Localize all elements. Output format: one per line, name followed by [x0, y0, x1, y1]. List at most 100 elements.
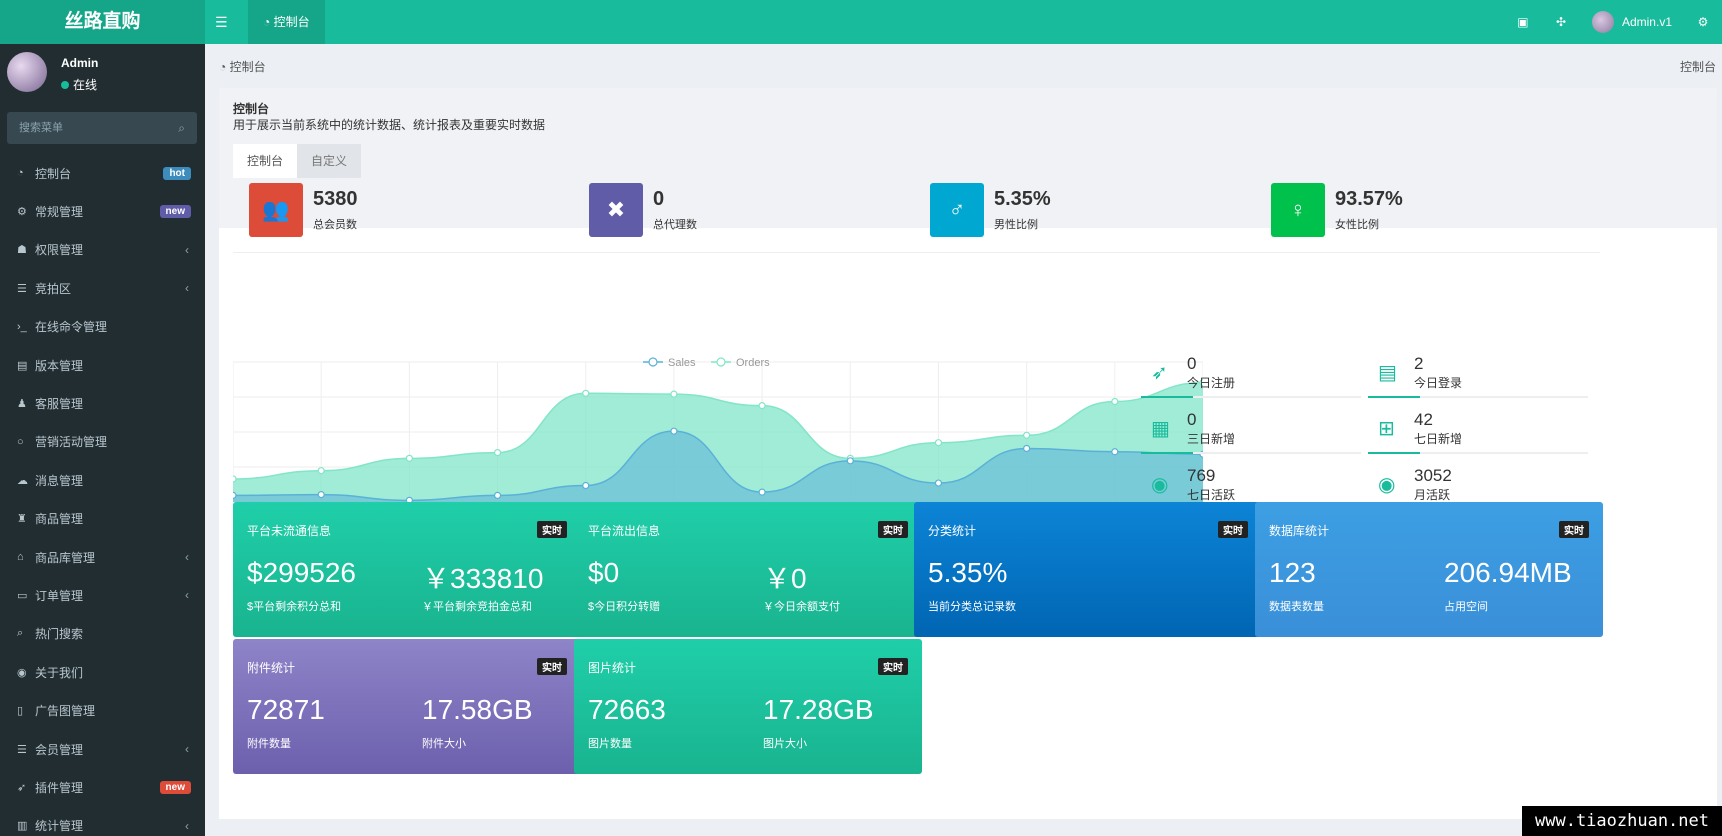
tab-dashboard[interactable]: 控制台 — [233, 144, 298, 178]
page-title: 控制台 — [233, 102, 270, 116]
sidebar-search-input[interactable]: 搜索菜单 ⌕ — [7, 112, 197, 144]
stat-label: 总会员数 — [313, 219, 357, 231]
data-point[interactable] — [758, 402, 766, 410]
sidebar-item-11[interactable]: ▭ 订单管理 ‹ — [0, 576, 205, 614]
data-point[interactable] — [934, 479, 943, 487]
user-circle-icon: ◉ — [1378, 474, 1396, 496]
data-point[interactable] — [670, 390, 678, 398]
data-point[interactable] — [317, 490, 325, 499]
settings-icon[interactable]: ⚙ — [1697, 15, 1709, 29]
data-point[interactable] — [233, 475, 237, 483]
sidebar-item-12[interactable]: ⌕ 热门搜索 — [0, 615, 205, 653]
card-value-2: ￥333810 — [422, 563, 544, 594]
mini-stat-label: 月活跃 — [1414, 488, 1451, 502]
data-point[interactable] — [233, 491, 237, 500]
data-point[interactable] — [1023, 431, 1031, 439]
app-logo[interactable]: 丝路直购 — [0, 0, 205, 44]
realtime-badge: 实时 — [1218, 521, 1248, 538]
data-point[interactable] — [1111, 448, 1119, 456]
tab-dashboard[interactable]: ◔ 控制台 — [248, 0, 325, 44]
sidebar: Admin 在线 搜索菜单 ⌕ ◔ 控制台 hot ⚙ 常规管理 new ☗ 权限管理 ‹ ☰ 竞拍… — [0, 44, 205, 836]
legend-marker — [648, 357, 658, 367]
realtime-badge: 实时 — [537, 521, 567, 538]
data-point[interactable] — [758, 488, 766, 496]
data-point[interactable] — [934, 439, 943, 447]
fullscreen-icon[interactable]: ✣ — [1555, 15, 1566, 29]
sidebar-item-15[interactable]: ☰ 会员管理 ‹ — [0, 730, 205, 768]
menu-badge: new — [159, 780, 191, 794]
keyboard-icon: ▭ — [17, 589, 28, 602]
mini-stat-value: 3052 — [1414, 466, 1452, 485]
clear-cache-icon[interactable]: ▣ — [1517, 15, 1529, 29]
data-point[interactable] — [582, 389, 590, 397]
data-point[interactable] — [670, 427, 678, 435]
legend-label[interactable]: Orders — [736, 357, 770, 369]
series-area-orders — [233, 382, 1203, 502]
card-value: $0 — [588, 557, 620, 588]
stat-card: 数据库统计 实时 123 数据表数量 206.94MB 占用空间 — [1255, 502, 1603, 637]
data-point[interactable] — [493, 448, 502, 457]
sidebar-item-label: 会员管理 — [35, 742, 84, 757]
sidebar-item-3[interactable]: ☰ 竞拍区 ‹ — [0, 269, 205, 307]
stat-card: 附件统计 实时 72871 附件数量 17.58GB 附件大小 — [233, 639, 581, 774]
user-status: 在线 — [61, 76, 97, 93]
sidebar-item-17[interactable]: ▥ 统计管理 ‹ — [0, 807, 205, 836]
sidebar-item-label: 竞拍区 — [35, 281, 72, 296]
card-label-2: 占用空间 — [1444, 601, 1488, 613]
card-value: $299526 — [247, 557, 357, 588]
sidebar-item-16[interactable]: ➶ 插件管理 new — [0, 768, 205, 806]
tab-custom[interactable]: 自定义 — [297, 144, 362, 178]
avatar — [7, 52, 47, 92]
data-point[interactable] — [582, 481, 590, 490]
sidebar-item-13[interactable]: ◉ 关于我们 — [0, 653, 205, 691]
online-dot-icon — [61, 81, 69, 89]
search-icon: ⌕ — [17, 627, 24, 640]
data-point[interactable] — [1111, 397, 1119, 406]
progress-bar — [1368, 396, 1588, 398]
divider — [914, 252, 1259, 253]
chevron-left-icon: ‹ — [185, 281, 189, 296]
sidebar-item-0[interactable]: ◔ 控制台 hot — [0, 154, 205, 192]
sidebar-item-label: 版本管理 — [35, 358, 84, 373]
sidebar-item-9[interactable]: ♜ 商品管理 — [0, 500, 205, 538]
search-icon[interactable]: ⌕ — [178, 121, 185, 135]
sidebar-item-10[interactable]: ⌂ 商品库管理 ‹ — [0, 538, 205, 576]
menu-toggle-icon[interactable]: ☰ — [215, 14, 228, 30]
mini-stat-label: 七日新增 — [1414, 432, 1463, 446]
breadcrumb[interactable]: ◔ 控制台 — [219, 60, 266, 74]
data-point[interactable] — [405, 454, 413, 462]
sidebar-item-6[interactable]: ♟ 客服管理 — [0, 384, 205, 422]
user-menu-label: Admin.v1 — [1621, 15, 1672, 29]
divider — [1255, 252, 1600, 253]
user-name: Admin — [61, 56, 99, 70]
stat-value: 5380 — [313, 188, 358, 210]
data-point[interactable] — [846, 457, 854, 465]
card-title: 附件统计 — [247, 661, 296, 675]
stat-card: 图片统计 实时 72663 图片数量 17.28GB 图片大小 — [574, 639, 922, 774]
sidebar-item-4[interactable]: ›_ 在线命令管理 — [0, 308, 205, 346]
sidebar-item-label: 热门搜索 — [35, 627, 84, 642]
sidebar-item-5[interactable]: ▤ 版本管理 — [0, 346, 205, 384]
secret-icon: ♜ — [17, 513, 27, 526]
sidebar-item-7[interactable]: ○ 营销活动管理 — [0, 423, 205, 461]
mini-stat: ▦ 0 三日新增 — [1141, 410, 1361, 468]
data-point[interactable] — [493, 491, 502, 500]
sidebar-item-8[interactable]: ☁ 消息管理 — [0, 461, 205, 499]
legend-label[interactable]: Sales — [668, 357, 696, 369]
card-value-2: 206.94MB — [1444, 557, 1572, 588]
card-title: 图片统计 — [588, 661, 637, 675]
data-point[interactable] — [1023, 444, 1031, 453]
sidebar-menu: ◔ 控制台 hot ⚙ 常规管理 new ☗ 权限管理 ‹ ☰ 竞拍区 ‹ ›_ 在线命令管理 ▤ 版本管理 ♟… — [0, 154, 205, 836]
data-point[interactable] — [317, 467, 325, 475]
venus-icon: ♀ — [1271, 183, 1325, 237]
sidebar-item-14[interactable]: ▯ 广告图管理 — [0, 691, 205, 729]
sidebar-item-2[interactable]: ☗ 权限管理 ‹ — [0, 231, 205, 269]
sidebar-item-1[interactable]: ⚙ 常规管理 new — [0, 192, 205, 230]
file-o-icon: ▯ — [17, 705, 24, 718]
user-menu[interactable]: Admin.v1 — [1580, 11, 1684, 33]
card-label: $今日积分转赠 — [588, 601, 661, 613]
menu-badge: new — [159, 205, 191, 219]
data-point[interactable] — [1199, 378, 1203, 387]
card-value: 72663 — [588, 694, 666, 725]
stat-value: 93.57% — [1335, 188, 1403, 210]
